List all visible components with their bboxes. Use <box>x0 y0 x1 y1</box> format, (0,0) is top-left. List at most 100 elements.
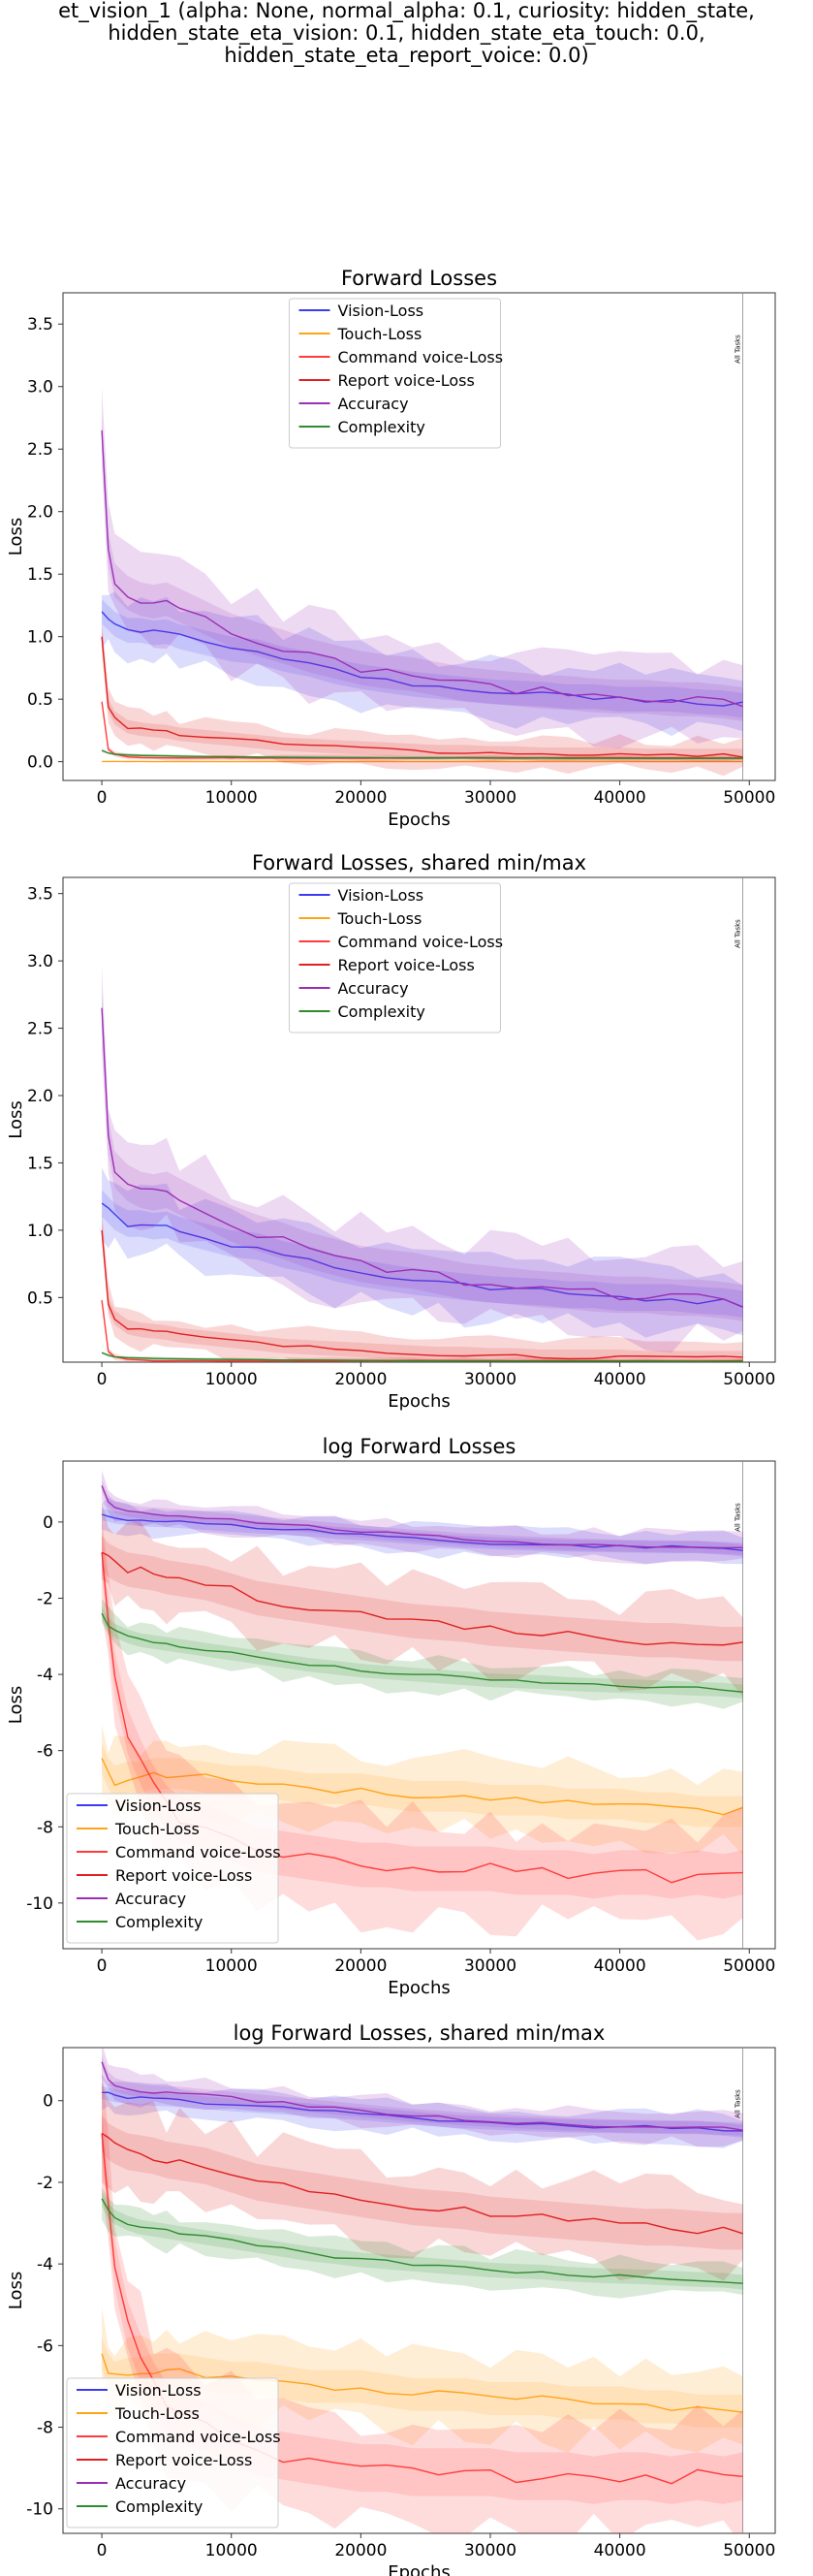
legend-box <box>66 1793 279 1944</box>
y-tick-label: 0.5 <box>27 690 53 710</box>
band-touch-loss <box>102 1725 743 1856</box>
x-tick-label: 10000 <box>205 788 258 808</box>
x-tick-label: 30000 <box>464 788 516 808</box>
x-tick-label: 10000 <box>205 1956 258 1976</box>
y-tick-label: 2.0 <box>27 1087 53 1106</box>
axes-frame <box>62 292 776 781</box>
band-accuracy <box>102 1470 743 1565</box>
series-line-command-voice-loss <box>101 2133 743 2485</box>
series-line-report-voice-loss <box>101 636 743 758</box>
axes-frame <box>62 1460 776 1950</box>
x-axis-label: Epochs <box>388 1391 451 1412</box>
band-vision-loss <box>102 591 743 737</box>
y-tick-label: 0.0 <box>27 753 53 773</box>
x-tick-label: 50000 <box>723 1370 775 1389</box>
legend-label-command-voice-loss: Command voice-Loss <box>115 1843 281 1861</box>
legend: Vision-Loss Touch-Loss Command voice-Loss R… <box>289 882 503 1034</box>
y-tick-label: 2.5 <box>27 1020 53 1039</box>
series-line-accuracy <box>101 1485 743 1549</box>
y-tick-label: 3.5 <box>27 315 53 334</box>
series-line-complexity <box>101 2198 743 2284</box>
band-inner-touch-loss <box>102 2337 743 2428</box>
suptitle-line-2: hidden_state_eta_vision: 0.1, hidden_sta… <box>108 21 705 45</box>
x-tick-label: 0 <box>97 2541 108 2560</box>
x-tick-label: 40000 <box>594 788 646 808</box>
legend: Vision-Loss Touch-Loss Command voice-Loss R… <box>289 298 504 449</box>
legend-label-vision-loss: Vision-Loss <box>115 2381 202 2400</box>
legend-label-command-voice-loss: Command voice-Loss <box>338 348 504 366</box>
chart-2: Forward Losses, shared min/max 0 10000 2000… <box>6 851 776 1412</box>
y-tick-label: 1.0 <box>27 1222 53 1241</box>
y-tick-label: 3.5 <box>27 885 53 905</box>
x-tick-label: 40000 <box>594 2541 646 2560</box>
x-axis-label: Epochs <box>388 1978 451 1998</box>
series-line-complexity <box>101 749 743 759</box>
legend: Vision-Loss Touch-Loss Command voice-Loss R… <box>66 2377 281 2528</box>
y-tick-label: -6 <box>37 1742 53 1762</box>
y-tick-label: -10 <box>26 2500 53 2520</box>
legend-box <box>289 298 501 449</box>
x-tick-label: 30000 <box>464 1956 516 1976</box>
legend-label-touch-loss: Touch-Loss <box>337 325 422 343</box>
y-axis-label: Loss <box>6 518 26 556</box>
x-tick-label: 50000 <box>723 2541 775 2560</box>
axes-frame <box>62 876 776 1363</box>
series-line-vision-loss <box>101 1202 743 1308</box>
band-inner-report-voice-loss <box>102 629 743 763</box>
band-report-voice-loss <box>102 1502 743 1697</box>
x-tick-label: 30000 <box>464 1370 516 1389</box>
legend-label-vision-loss: Vision-Loss <box>115 1797 202 1815</box>
chart-4: log Forward Losses, shared min/max 0 10000… <box>6 2021 776 2576</box>
x-tick-label: 0 <box>97 1956 108 1976</box>
legend-label-vision-loss: Vision-Loss <box>338 302 424 320</box>
band-report-voice-loss <box>102 621 743 777</box>
y-tick-label: 3.0 <box>27 952 53 971</box>
band-inner-command-voice-loss <box>102 1530 743 1899</box>
series-line-command-voice-loss <box>101 1552 743 1884</box>
legend-box <box>289 882 501 1034</box>
band-report-voice-loss <box>102 2082 743 2281</box>
band-vision-loss <box>102 1497 743 1565</box>
legend-label-touch-loss: Touch-Loss <box>114 1820 200 1838</box>
y-tick-label: -2 <box>37 1589 53 1608</box>
legend-label-accuracy: Accuracy <box>338 395 409 413</box>
legend-label-touch-loss: Touch-Loss <box>114 2404 200 2423</box>
band-inner-touch-loss <box>102 1742 743 1828</box>
x-tick-label: 50000 <box>723 1956 775 1976</box>
x-tick-label: 50000 <box>723 788 775 808</box>
legend-label-complexity: Complexity <box>338 418 425 436</box>
x-axis-label: Epochs <box>388 2562 451 2576</box>
task-marker-label: All Tasks <box>735 334 742 364</box>
band-inner-report-voice-loss <box>102 1535 743 1662</box>
task-marker-label: All Tasks <box>735 919 742 948</box>
x-tick-label: 0 <box>97 1370 108 1389</box>
y-tick-label: 1.5 <box>27 1154 53 1173</box>
chart-title: Forward Losses <box>341 267 497 290</box>
y-tick-label: 1.5 <box>27 565 53 585</box>
band-inner-vision-loss <box>102 1190 743 1319</box>
band-inner-vision-loss <box>102 2085 743 2138</box>
series-line-touch-loss <box>101 1758 743 1816</box>
task-marker-label: All Tasks <box>735 2089 742 2118</box>
axes-frame <box>62 2047 776 2534</box>
legend-label-accuracy: Accuracy <box>115 2474 186 2493</box>
legend-label-complexity: Complexity <box>115 2497 203 2516</box>
y-axis-label: Loss <box>6 1100 26 1138</box>
chart-1: Forward Losses 0 10000 20000 30000 40000 50000… <box>6 267 776 830</box>
y-tick-label: 1.0 <box>27 628 53 648</box>
y-tick-label: -4 <box>37 1666 53 1685</box>
y-tick-label: -2 <box>37 2174 53 2193</box>
x-tick-label: 10000 <box>205 1370 258 1389</box>
series-line-report-voice-loss <box>101 1551 743 1646</box>
band-accuracy <box>102 2048 743 2147</box>
x-tick-label: 20000 <box>334 2541 387 2560</box>
y-tick-label: 0 <box>43 2092 53 2112</box>
band-inner-command-voice-loss <box>102 2109 743 2504</box>
band-complexity <box>102 2186 743 2299</box>
x-axis-label: Epochs <box>388 810 451 830</box>
x-tick-label: 40000 <box>594 1956 646 1976</box>
chart-title: log Forward Losses <box>323 1435 516 1458</box>
series-line-accuracy <box>101 1007 743 1308</box>
x-tick-label: 10000 <box>205 2541 258 2560</box>
